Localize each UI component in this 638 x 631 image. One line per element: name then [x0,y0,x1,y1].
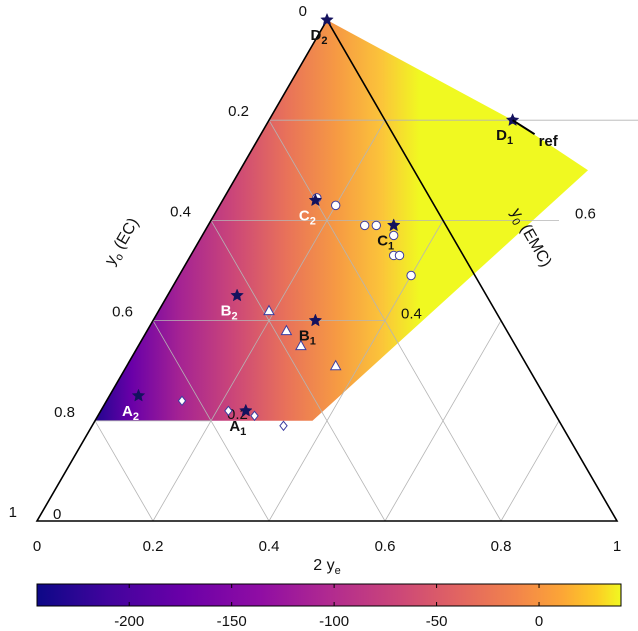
star-marker [131,388,146,402]
diamond-marker [224,405,233,417]
circle-marker [406,270,416,281]
bottom-tick-label: 0.8 [491,538,512,555]
diamond-marker [177,395,187,407]
bottom-axis-label: 2 ye [313,557,340,577]
left-axis-label: yo (EC) [102,215,145,270]
circle-marker [371,220,381,231]
grid-line-r [210,220,386,522]
left-tick-label: 0.8 [54,404,75,421]
left-tick-label: 0.6 [112,304,133,321]
star-marker [308,193,323,207]
star-label: B2 [221,303,238,323]
triangle-marker [329,359,342,371]
colorbar: -200 -150 -100 -50 0 [36,583,622,630]
diamond-marker [279,420,288,432]
bottom-tick-label: 0.4 [259,538,280,555]
bottom-tick-label: 1 [613,538,621,555]
grid-line-l [268,220,444,522]
diamond-marker [250,410,259,422]
star-label: C1 [377,232,394,252]
left-tick-label: 0 [299,3,307,20]
right-tick-label: 0.6 [575,205,596,222]
star-label: B1 [299,328,316,348]
left-tick-label: 0.2 [228,103,249,120]
colorbar-tick-label: -50 [426,613,448,630]
ternary-grid [94,119,638,522]
triangle-marker [263,304,275,316]
colorbar-tick-label: -100 [319,613,349,630]
colorbar-tick-label: 0 [535,613,543,630]
bottom-tick-label: 0.6 [375,538,396,555]
colorbar-ticks: -200 -150 -100 -50 0 [114,584,543,630]
star-label: C2 [299,207,316,227]
circle-marker [331,200,341,211]
ternary-frame [35,18,619,522]
star-label: D1 [496,127,513,147]
left-tick-label: 0.4 [170,203,191,220]
grid-line-r [268,119,502,522]
star-marker [230,288,244,302]
grid-line-r [94,420,154,522]
right-tick-label: 0.4 [401,306,422,323]
triangle-marker [280,324,293,336]
triangle-marker [295,339,307,351]
star-markers: A2 A1 B2 B1 C2 C1 D1 D2 ref [122,12,559,438]
star-label: A1 [229,418,246,438]
ref-pointer [512,119,536,136]
circle-marker [394,250,405,261]
markers [177,193,416,432]
star-marker [320,12,334,26]
right-tick-label: 0 [53,506,61,523]
star-label: A2 [122,403,139,423]
star-label: D2 [311,27,328,47]
left-tick-label: 1 [9,504,17,521]
colorbar-tick-label: -200 [114,613,144,630]
circle-marker [389,230,399,241]
ref-label: ref [539,133,559,150]
star-marker [238,403,253,417]
bottom-tick-label: 0.2 [143,538,164,555]
circle-marker [360,220,370,231]
colorbar-bar [36,583,622,607]
grid-line-l [500,420,560,522]
star-marker [386,218,401,232]
colorbar-tick-label: -150 [217,613,247,630]
tick-labels: 00.20.40.60.8100.20.40.60.8100.20.40.60.… [9,3,622,555]
star-marker [308,313,323,327]
bottom-tick-label: 0 [33,538,41,555]
triangle-outline [35,18,619,522]
